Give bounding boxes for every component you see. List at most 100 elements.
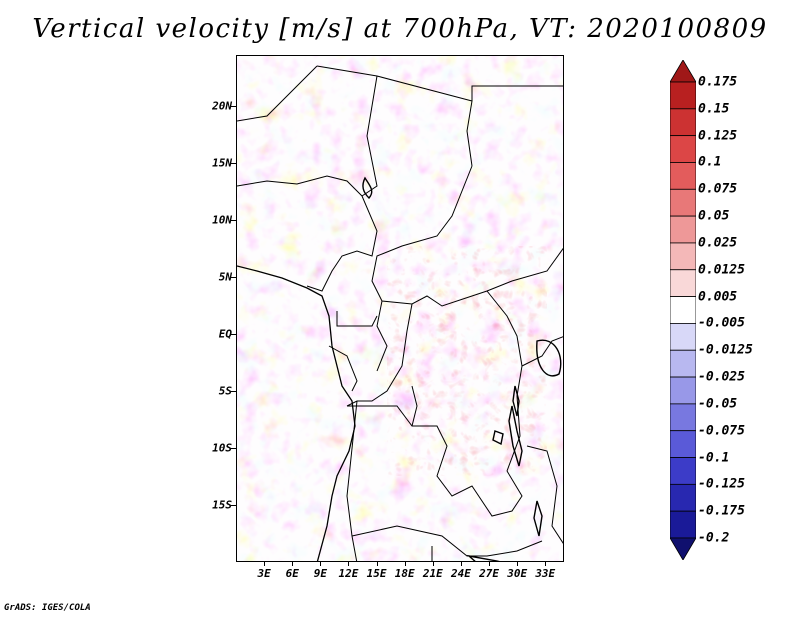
coast-atlantic — [237, 265, 356, 561]
map-plot-area — [236, 55, 564, 562]
colorbar-segment — [670, 349, 696, 378]
lon-tick — [348, 562, 350, 566]
colorbar-segment — [670, 403, 696, 432]
lakes — [362, 176, 562, 561]
border-niger-chad — [361, 75, 378, 197]
lake-kivu — [512, 385, 520, 417]
colorbar-level-label: -0.175 — [698, 503, 745, 519]
colorbar-segment — [670, 188, 696, 217]
colorbar-level-label: 0.075 — [698, 181, 738, 197]
colorbar-level-label: -0.0125 — [698, 342, 753, 358]
lat-tick-label: 20N — [212, 99, 232, 113]
lake-mweru — [492, 430, 504, 446]
border-angola-namibia — [346, 400, 358, 561]
lake-tanganyika — [508, 405, 523, 467]
lon-tick-label: 15E — [366, 567, 387, 580]
lat-tick-label: 5N — [218, 270, 232, 284]
lat-tick — [231, 220, 236, 222]
colorbar-level-label: 0.005 — [698, 289, 738, 305]
lon-tick — [320, 562, 322, 566]
lon-tick — [404, 562, 406, 566]
lat-tick-label: 15N — [212, 156, 232, 170]
colorbar-level-label: 0.1 — [698, 154, 722, 170]
lat-tick-label: 10N — [212, 213, 232, 227]
lon-tick — [460, 562, 462, 566]
lat-tick-label: 10S — [212, 441, 232, 455]
colorbar-level-label: 0.15 — [698, 101, 730, 117]
colorbar-segment — [670, 162, 696, 190]
colorbar-segment — [670, 108, 696, 137]
lake-chad — [362, 176, 373, 200]
colorbar-segment — [670, 242, 696, 271]
colorbar-segment — [670, 457, 696, 485]
lon-tick-label: 33E — [535, 567, 556, 580]
colorbar-level-label: 0.175 — [698, 74, 738, 90]
border-nigeria-cameroon — [306, 195, 378, 292]
lake-victoria — [536, 339, 562, 377]
colorbar-segment — [670, 135, 696, 163]
border-libya-egypt-sudan — [471, 85, 563, 101]
border-gabon-cameroon — [336, 311, 378, 327]
colorbar-segment — [670, 430, 696, 458]
border-drc-angola-zambia — [347, 405, 523, 517]
lon-tick-label: 3E — [257, 567, 271, 580]
lat-tick — [231, 106, 236, 108]
lon-tick — [292, 562, 294, 566]
lat-tick-label: EQ — [218, 327, 232, 341]
colorbar-segment — [670, 215, 696, 244]
colorbar-segment — [670, 510, 696, 539]
colorbar-segment — [670, 483, 696, 512]
colorbar-segment — [670, 81, 696, 110]
colorbar-level-label: 0.125 — [698, 128, 738, 144]
lat-tick — [231, 334, 236, 336]
lon-tick — [432, 562, 434, 566]
colorbar-level-label: -0.1 — [698, 450, 730, 466]
lat-tick — [231, 163, 236, 165]
colorbar-segment — [670, 296, 696, 324]
lon-tick — [517, 562, 519, 566]
velocity-field-map — [237, 56, 563, 561]
lon-tick-label: 6E — [285, 567, 299, 580]
colorbar-level-label: -0.025 — [698, 369, 745, 385]
colorbar-min-arrow — [670, 537, 696, 560]
country-borders — [237, 65, 563, 561]
lake-malawi — [533, 500, 543, 537]
colorbar-segment — [670, 376, 696, 405]
lon-tick — [264, 562, 266, 566]
lon-tick-label: 24E — [450, 567, 471, 580]
grads-credit: GrADS: IGES/COLA — [4, 603, 91, 613]
border-cameroon-congo — [376, 300, 388, 372]
lon-tick — [545, 562, 547, 566]
lon-tick — [376, 562, 378, 566]
lon-tick-label: 30E — [507, 567, 528, 580]
colorbar-level-label: -0.05 — [698, 396, 738, 412]
lat-tick — [231, 448, 236, 450]
border-gabon-congo — [328, 345, 358, 392]
lat-tick-label: 15S — [212, 498, 232, 512]
lon-tick-label: 9E — [313, 567, 327, 580]
lat-tick-label: 5S — [218, 384, 232, 398]
colorbar-max-arrow — [670, 60, 696, 83]
border-uganda-kenya — [521, 336, 563, 367]
lat-tick — [231, 505, 236, 507]
border-tanzania-malawi — [526, 445, 563, 544]
lon-tick — [489, 562, 491, 566]
colorbar-level-label: -0.005 — [698, 315, 745, 331]
lon-tick-label: 18E — [394, 567, 415, 580]
lon-tick-label: 27E — [479, 567, 499, 580]
map-title: Vertical velocity [m/s] at 700hPa, VT: 2… — [32, 14, 768, 44]
colorbar-segment — [670, 269, 696, 297]
border-drc-interior — [411, 385, 418, 427]
lat-tick — [231, 391, 236, 393]
border-niger-nigeria — [237, 175, 363, 197]
colorbar-level-label: 0.0125 — [698, 262, 745, 278]
lon-tick-label: 21E — [422, 567, 443, 580]
border-algeria-niger — [237, 65, 318, 122]
colorbar-segment — [670, 323, 696, 351]
convective-cells — [387, 246, 547, 476]
border-car-chad-sudan — [371, 165, 563, 307]
colorbar — [670, 60, 696, 560]
colorbar-level-label: 0.05 — [698, 208, 730, 224]
coastline — [237, 265, 356, 561]
colorbar-level-label: -0.125 — [698, 476, 745, 492]
